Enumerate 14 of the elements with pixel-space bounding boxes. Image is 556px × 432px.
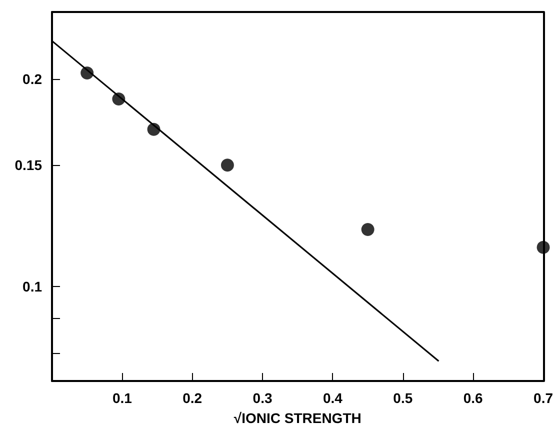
x-tick-label: 0.5 xyxy=(393,390,413,406)
x-tick-label: 0.4 xyxy=(322,390,343,406)
y-tick-label: 0.2 xyxy=(22,70,42,87)
y-tick-label: 0.1 xyxy=(22,278,42,295)
x-tick-label: 0.1 xyxy=(112,390,132,406)
y-tick-label: 0.15 xyxy=(14,157,42,174)
point xyxy=(536,240,550,254)
x-tick-label: 0.6 xyxy=(463,390,484,406)
x-tick-label: 0.3 xyxy=(252,390,272,406)
x-axis-title: √IONIC STRENGTH xyxy=(234,410,362,426)
x-tick-label: 0.2 xyxy=(182,390,202,406)
point xyxy=(220,158,234,172)
x-tick-label: 0.7 xyxy=(534,390,554,406)
point xyxy=(361,223,374,236)
